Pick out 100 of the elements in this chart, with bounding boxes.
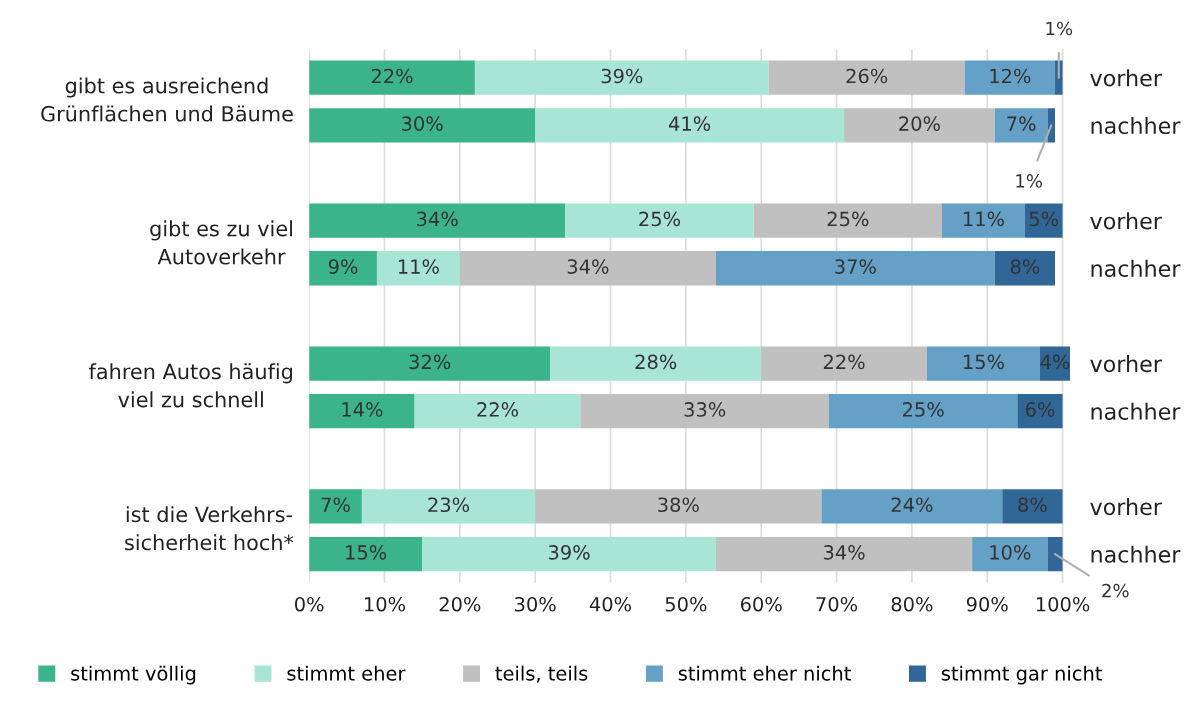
bar — [309, 203, 566, 238]
bar — [361, 489, 536, 524]
data-label: 8% — [1018, 497, 1047, 513]
bar — [972, 536, 1048, 572]
y-tick-label: nachher — [1091, 259, 1181, 278]
y-tick-label: vorher — [1090, 498, 1162, 516]
data-label: 2% — [1102, 583, 1129, 598]
data-label: 34% — [823, 545, 865, 560]
bar — [550, 346, 762, 381]
bar — [829, 394, 1018, 429]
data-label: 10% — [990, 545, 1031, 560]
data-label: 39% — [548, 545, 590, 560]
x-tick-label: 50% — [665, 596, 707, 612]
data-label: 22% — [371, 68, 413, 84]
data-label: 39% — [601, 68, 643, 84]
y-tick-label: vorher — [1090, 212, 1162, 230]
data-label: 6% — [1025, 402, 1055, 417]
bar — [768, 60, 965, 95]
bar — [761, 346, 927, 381]
legend-label: stimmt völlig — [71, 665, 196, 685]
x-tick-label: 10% — [365, 596, 406, 612]
data-label: 34% — [567, 259, 609, 274]
data-label: 7% — [321, 497, 350, 513]
bar — [309, 394, 415, 429]
y-tick-label: vorher — [1090, 69, 1162, 87]
data-label: 28% — [635, 354, 677, 370]
y-tick-label: nachher — [1091, 545, 1181, 563]
text: fahren Autos häufig viel zu schnell — [88, 363, 293, 408]
data-label: 25% — [827, 211, 869, 227]
legend-label: stimmt eher nicht — [678, 665, 851, 681]
x-tick-label: 90% — [966, 596, 1008, 612]
data-label: 12% — [990, 68, 1031, 84]
data-label: 5% — [1029, 211, 1059, 227]
bar — [1002, 489, 1063, 524]
bar — [994, 108, 1048, 143]
data-label: 30% — [402, 116, 443, 131]
bar — [309, 536, 423, 572]
x-tick-label: 40% — [589, 596, 632, 612]
y-tick-label: nachher — [1091, 402, 1181, 420]
bar — [459, 251, 716, 286]
data-label: 7% — [1007, 116, 1036, 131]
data-label: 33% — [684, 402, 726, 417]
bar — [844, 108, 995, 143]
bar — [535, 108, 845, 143]
bar — [1024, 203, 1063, 238]
data-label: 25% — [639, 211, 681, 227]
data-label: 22% — [477, 402, 519, 417]
bar — [715, 251, 995, 286]
data-label: 22% — [823, 354, 865, 370]
text: gibt es ausreichend Grünflächen und Bäume — [41, 77, 293, 122]
data-label: 25% — [903, 402, 944, 417]
data-label: 37% — [835, 259, 876, 274]
x-tick-label: 60% — [740, 596, 782, 612]
data-label: 20% — [899, 116, 940, 131]
data-label: 32% — [409, 354, 451, 370]
legend-label: teils, teils — [495, 665, 588, 683]
bar — [309, 60, 475, 95]
data-label: 41% — [668, 116, 711, 131]
data-label: 4% — [1040, 354, 1070, 370]
data-label: 23% — [428, 497, 470, 513]
text: ist die Verkehrs- sicherheit hoch* — [125, 506, 294, 551]
data-label: 11% — [963, 211, 1004, 227]
y-tick-label: vorher — [1090, 355, 1162, 373]
bar — [414, 394, 581, 429]
bar — [580, 394, 829, 429]
bar — [309, 251, 377, 286]
bar — [821, 489, 1003, 524]
data-label: 15% — [346, 545, 387, 560]
data-label: 24% — [891, 497, 933, 513]
data-label: 15% — [963, 354, 1004, 370]
bar — [474, 60, 769, 95]
bar — [535, 489, 822, 524]
bar — [422, 536, 716, 572]
x-tick-label: 20% — [439, 596, 481, 612]
bar — [376, 251, 460, 286]
text: gibt es zu viel Autoverkehr — [150, 220, 292, 265]
bar — [715, 536, 973, 572]
bar — [1047, 536, 1063, 572]
x-tick-label: 0% — [295, 596, 324, 612]
data-label: 9% — [328, 259, 358, 274]
data-label: 26% — [846, 68, 888, 84]
data-label: 14% — [342, 402, 383, 417]
x-tick-label: 100% — [1036, 596, 1090, 612]
bar — [1047, 108, 1056, 143]
bar — [942, 203, 1025, 238]
x-tick-label: 70% — [816, 596, 858, 612]
data-label: 8% — [1010, 259, 1040, 274]
bar — [309, 346, 551, 381]
bar — [1017, 394, 1063, 429]
bar — [309, 489, 362, 524]
data-label: 1% — [1046, 21, 1073, 36]
bar — [565, 203, 754, 238]
bar — [309, 108, 536, 143]
legend-label: stimmt gar nicht — [941, 665, 1102, 685]
bar — [753, 203, 943, 238]
x-tick-label: 30% — [515, 596, 556, 612]
y-tick-label: nachher — [1091, 116, 1181, 135]
bar — [964, 60, 1056, 95]
bar — [926, 346, 1040, 381]
bar — [994, 251, 1056, 286]
